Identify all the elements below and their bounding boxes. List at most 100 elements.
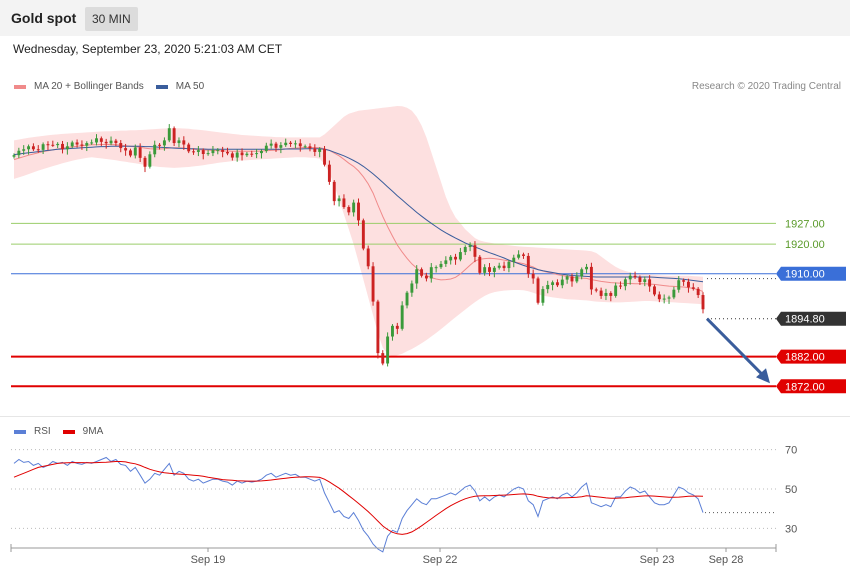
- candle-body: [27, 146, 31, 150]
- candle: [337, 195, 341, 207]
- candle-body: [216, 149, 220, 151]
- candle: [449, 255, 453, 265]
- candle-body: [415, 269, 419, 284]
- candle: [293, 140, 297, 149]
- candle-body: [221, 149, 225, 152]
- candle: [463, 245, 467, 256]
- candle: [17, 147, 21, 159]
- level-label-4: 1882.00: [785, 352, 825, 364]
- candle-body: [565, 276, 569, 280]
- candle: [429, 263, 433, 283]
- candle-body: [391, 325, 394, 337]
- candle: [342, 194, 346, 209]
- candle-body: [366, 248, 370, 267]
- candle: [696, 287, 700, 298]
- candle: [551, 280, 555, 291]
- candle-body: [65, 146, 69, 150]
- candle-body: [303, 146, 307, 148]
- candle: [623, 277, 627, 291]
- candle-body: [473, 245, 477, 257]
- candle: [357, 198, 360, 226]
- candle-body: [454, 256, 457, 260]
- candle-body: [682, 280, 686, 282]
- candle-body: [420, 269, 424, 276]
- candle-body: [371, 266, 375, 302]
- candle: [667, 295, 671, 304]
- candle-body: [623, 279, 627, 287]
- candle-body: [395, 325, 399, 329]
- candle: [492, 266, 496, 278]
- candle-body: [332, 181, 336, 202]
- candle: [458, 247, 462, 262]
- candle-body: [337, 198, 341, 202]
- level-label-3: 1894.80: [785, 314, 825, 326]
- candle: [444, 256, 448, 267]
- candle-body: [327, 164, 331, 182]
- candle: [172, 126, 176, 146]
- candle-body: [497, 265, 501, 268]
- timeframe-badge[interactable]: 30 MIN: [85, 7, 138, 31]
- candle: [609, 291, 613, 302]
- candle-body: [167, 128, 171, 141]
- legend-ma20-label: MA 20 + Bollinger Bands: [34, 81, 144, 92]
- candle: [167, 124, 171, 143]
- candle-body: [507, 261, 511, 269]
- x-tick-label-2: Sep 23: [640, 554, 675, 566]
- candle-body: [41, 144, 45, 150]
- candle: [619, 281, 622, 290]
- candle-body: [104, 141, 108, 144]
- candle: [677, 276, 681, 293]
- candle: [65, 142, 69, 155]
- candle-body: [70, 142, 74, 147]
- candle-body: [298, 143, 302, 147]
- candle: [386, 332, 390, 367]
- candle: [468, 242, 472, 252]
- candle: [541, 286, 545, 306]
- legend-rsi-ma-label: 9MA: [82, 426, 104, 437]
- candle: [478, 255, 482, 275]
- candle-body: [313, 148, 317, 152]
- candle: [604, 288, 608, 301]
- candle-body: [308, 146, 312, 149]
- candle-body: [143, 157, 147, 167]
- candle-body: [424, 275, 428, 279]
- header-bar: [0, 0, 850, 36]
- candle: [27, 144, 31, 155]
- research-credit: Research © 2020 Trading Central: [691, 81, 841, 92]
- candle-body: [522, 254, 525, 256]
- candle-body: [17, 150, 21, 156]
- candle-body: [99, 138, 103, 142]
- candle: [279, 142, 283, 154]
- candle: [662, 294, 666, 304]
- candle-body: [614, 285, 618, 296]
- candle-body: [323, 148, 326, 165]
- candle: [420, 267, 424, 278]
- legend-rsi-label: RSI: [34, 426, 51, 437]
- candle: [536, 276, 540, 305]
- candle-body: [211, 150, 215, 154]
- candle: [483, 264, 487, 276]
- candle: [80, 140, 84, 150]
- candle: [41, 142, 45, 154]
- candle-body: [502, 265, 506, 269]
- candle-body: [162, 140, 166, 146]
- candle-body: [172, 128, 176, 144]
- candle: [614, 282, 618, 298]
- candle: [99, 136, 103, 146]
- candle: [85, 141, 89, 152]
- candle-body: [405, 292, 409, 306]
- candle: [415, 265, 419, 289]
- candle-body: [376, 301, 380, 354]
- candle-body: [119, 143, 123, 149]
- rsi-level-label-2: 30: [785, 523, 797, 535]
- candle: [585, 263, 589, 274]
- candle: [522, 252, 525, 259]
- level-tag-3: [776, 311, 846, 326]
- candle: [158, 143, 162, 150]
- candle-body: [648, 279, 652, 287]
- candle-body: [245, 153, 249, 156]
- candle-body: [531, 273, 535, 279]
- level-tag-4: [776, 349, 846, 364]
- candle: [565, 274, 569, 284]
